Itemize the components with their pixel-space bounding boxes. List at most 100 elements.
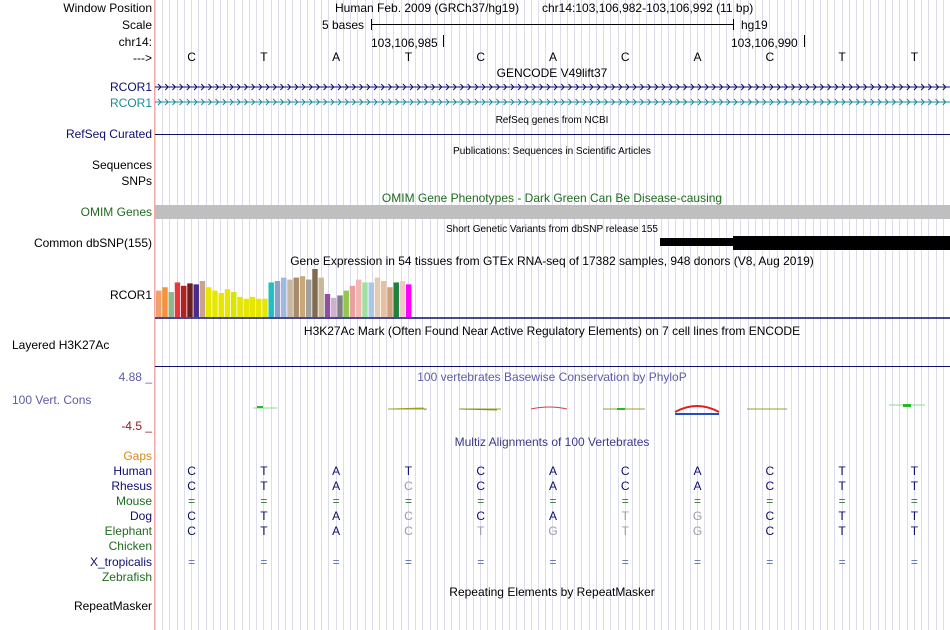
publications-track-title: Publications: Sequences in Scientific Ar… — [453, 146, 651, 157]
refseq-curated-label[interactable]: RefSeq Curated — [65, 127, 152, 141]
gridline — [610, 0, 612, 630]
gencode-rcor1-label-1[interactable]: RCOR1 — [109, 80, 152, 94]
gtex-tissue-bar[interactable] — [193, 284, 199, 317]
layered-h3k27ac-label[interactable]: Layered H3K27Ac — [12, 338, 110, 352]
gtex-tissue-bar[interactable] — [399, 281, 406, 317]
refseq-gene-line[interactable] — [155, 134, 950, 135]
gtex-tissue-bar[interactable] — [212, 290, 218, 317]
gtex-tissue-bar[interactable] — [274, 281, 281, 317]
gtex-tissue-bar[interactable] — [237, 296, 243, 317]
human-label: Human — [113, 464, 152, 478]
gtex-tissue-bar[interactable] — [349, 285, 356, 317]
gtex-tissue-bar[interactable] — [299, 276, 306, 317]
dog-aligned-base: C — [765, 509, 775, 523]
repeatmasker-label[interactable]: RepeatMasker — [73, 599, 152, 613]
chicken-label: Chicken — [108, 539, 152, 553]
gtex-tissue-bar[interactable] — [406, 284, 412, 317]
gtex-tissue-bar[interactable] — [306, 279, 312, 317]
gtex-tissue-bar[interactable] — [381, 281, 387, 317]
rhesus-aligned-base: C — [476, 479, 486, 493]
gridline — [769, 0, 771, 630]
gridline — [733, 0, 735, 630]
gridline — [422, 0, 424, 630]
x-tropicalis-aligned-base: = — [477, 555, 485, 569]
gridline — [841, 0, 843, 630]
gtex-tissue-bar[interactable] — [312, 269, 318, 317]
gtex-tissue-bar[interactable] — [181, 285, 187, 317]
gtex-tissue-bar[interactable] — [256, 298, 262, 317]
gtex-tissue-bar[interactable] — [162, 287, 168, 317]
gtex-tissue-bar[interactable] — [331, 297, 337, 317]
mouse-aligned-base: = — [766, 494, 774, 508]
gridline — [819, 0, 821, 630]
gtex-tissue-bar[interactable] — [287, 279, 293, 317]
elephant-aligned-base: T — [910, 524, 919, 538]
gtex-tissue-bar[interactable] — [262, 298, 268, 317]
gtex-tissue-bar[interactable] — [318, 277, 324, 317]
gridline — [472, 0, 474, 630]
mouse-aligned-base: = — [910, 494, 918, 508]
gridline — [653, 0, 655, 630]
gtex-tissue-bar[interactable] — [337, 295, 343, 317]
gtex-tissue-bar[interactable] — [187, 283, 193, 317]
common-dbsnp-label[interactable]: Common dbSNP(155) — [33, 236, 152, 250]
gridline — [509, 0, 511, 630]
gridline — [747, 0, 749, 630]
human-aligned-base: T — [838, 464, 846, 478]
gtex-tissue-bar[interactable] — [243, 298, 249, 317]
gridline — [798, 0, 800, 630]
gencode-transcripts[interactable] — [155, 81, 950, 109]
human-aligned-base: A — [693, 464, 702, 478]
multiz-track-title: Multiz Alignments of 100 Vertebrates — [454, 435, 650, 449]
vert-cons-label[interactable]: 100 Vert. Cons — [12, 393, 92, 407]
gencode-rcor1-label-2[interactable]: RCOR1 — [109, 96, 152, 110]
gtex-tissue-bar[interactable] — [293, 277, 299, 317]
gtex-tissue-bar[interactable] — [199, 281, 206, 317]
gtex-tissue-bar[interactable] — [268, 282, 274, 317]
gtex-rcor1-label[interactable]: RCOR1 — [109, 288, 152, 302]
track-area[interactable]: Human Feb. 2009 (GRCh37/hg19) chr14:103,… — [155, 0, 950, 630]
gtex-tissue-bar[interactable] — [231, 292, 237, 317]
gtex-tissue-bar[interactable] — [224, 289, 231, 317]
gtex-tissue-bar[interactable] — [249, 296, 256, 317]
mouse-label: Mouse — [115, 494, 152, 508]
gtex-tissue-bar[interactable] — [174, 282, 181, 317]
snps-label[interactable]: SNPs — [121, 174, 152, 188]
gtex-tissue-bar[interactable] — [343, 290, 349, 317]
scale-db-text: hg19 — [741, 18, 768, 32]
chrom-label: chr14: — [118, 35, 152, 49]
gridline — [805, 0, 807, 630]
gtex-tissue-bar[interactable] — [168, 292, 174, 317]
dbsnp-variant-bar-2[interactable] — [733, 236, 950, 250]
cons-signal[interactable] — [155, 400, 950, 422]
dog-aligned-base: T — [910, 509, 919, 523]
coord-tick-2 — [804, 35, 805, 47]
gridline — [776, 0, 778, 630]
gencode-track-title: GENCODE V49lift37 — [496, 66, 608, 80]
elephant-aligned-base: C — [187, 524, 196, 538]
gtex-tissue-bar[interactable] — [281, 277, 287, 317]
dog-aligned-base: G — [692, 509, 703, 523]
gtex-tissue-bar[interactable] — [206, 287, 212, 317]
sequences-label[interactable]: Sequences — [91, 158, 152, 172]
omim-genes-label[interactable]: OMIM Genes — [80, 205, 152, 219]
rhesus-aligned-base: T — [838, 479, 846, 493]
elephant-label: Elephant — [104, 524, 152, 538]
omim-gene-bar[interactable] — [155, 205, 950, 219]
gtex-tissue-bar[interactable] — [374, 277, 381, 317]
gtex-tissue-bar[interactable] — [387, 287, 393, 317]
gridline — [754, 0, 756, 630]
gtex-tissue-bar[interactable] — [393, 282, 399, 317]
gridline — [899, 0, 901, 630]
gtex-tissue-bar[interactable] — [362, 282, 368, 317]
gtex-tissue-bar[interactable] — [218, 293, 224, 317]
label-separator — [154, 0, 155, 630]
gtex-tissue-bar[interactable] — [324, 293, 331, 317]
rhesus-aligned-base: A — [693, 479, 702, 493]
gtex-expression-chart[interactable] — [155, 268, 950, 320]
gtex-tissue-bar[interactable] — [368, 282, 374, 317]
gtex-tissue-bar[interactable] — [156, 290, 162, 317]
gtex-tissue-bar[interactable] — [356, 279, 362, 317]
dog-aligned-base: T — [260, 509, 268, 523]
